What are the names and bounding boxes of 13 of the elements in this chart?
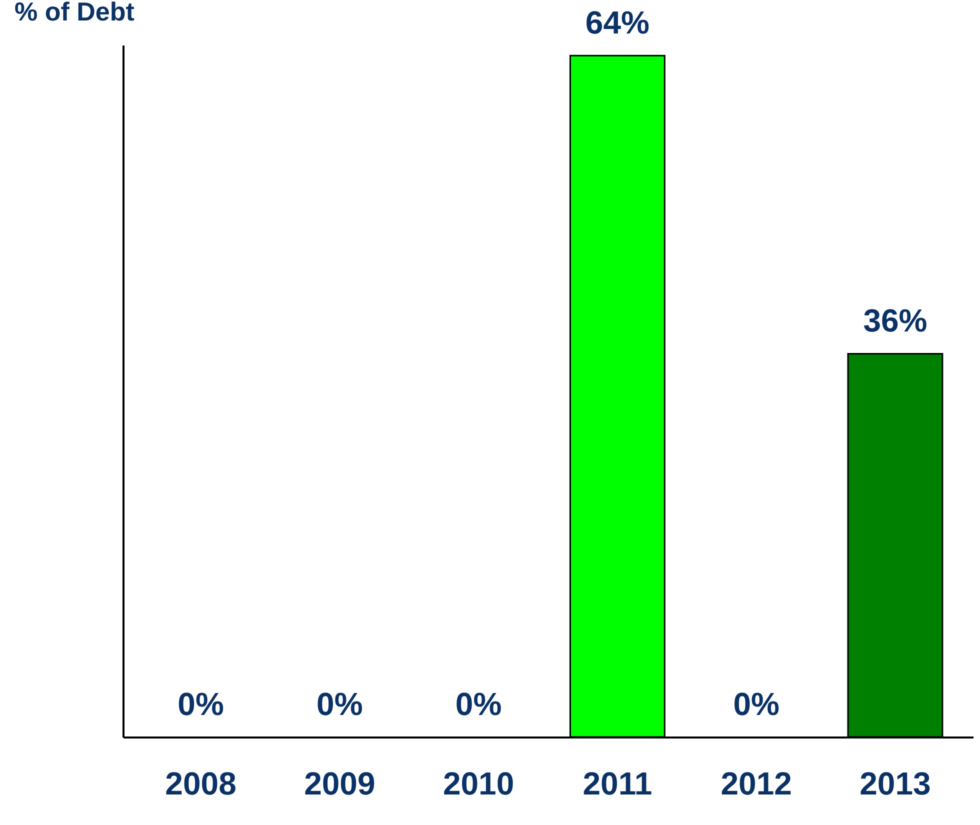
data-label: 0%: [178, 686, 224, 722]
data-label: 0%: [316, 686, 363, 722]
x-tick-label: 2010: [442, 766, 514, 802]
x-tick-label: 2011: [582, 766, 652, 802]
x-tick-label: 2009: [304, 766, 376, 802]
data-label: 36%: [863, 302, 928, 339]
data-label: 64%: [585, 4, 650, 41]
x-tick-label: 2008: [165, 766, 236, 802]
data-label: 0%: [455, 686, 502, 722]
y-axis-title: % of Debt: [14, 0, 135, 26]
data-label: 0%: [733, 686, 780, 722]
x-tick-label: 2013: [860, 766, 931, 802]
x-tick-label: 2012: [720, 766, 792, 802]
